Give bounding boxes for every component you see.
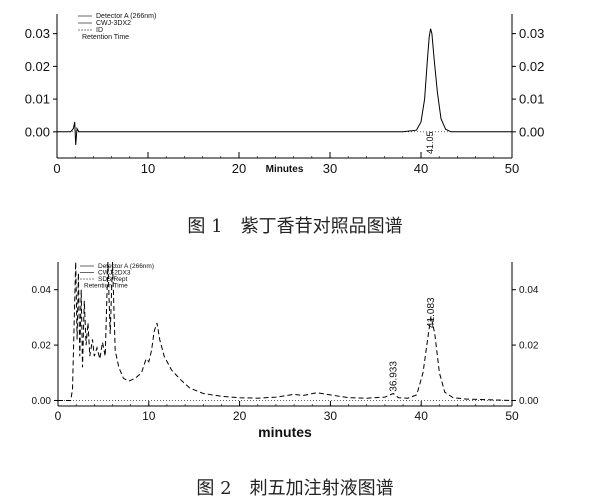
x-tick-label: 20 (233, 409, 247, 423)
y-tick-label-left: 0.03 (25, 26, 50, 41)
y-tick-label-left: 0.04 (32, 285, 52, 296)
x-tick-label: 50 (505, 409, 519, 423)
y-tick-label-left: 0.02 (32, 341, 52, 352)
y-tick-label-right: 0.03 (519, 26, 544, 41)
legend-entry: Retention Time (82, 34, 129, 41)
legend-entry: Detector A (266nm) (98, 263, 154, 270)
x-axis-label: Minutes (266, 164, 304, 175)
y-tick-label-left: 0.02 (25, 59, 50, 74)
x-tick-label: 20 (232, 161, 246, 176)
x-tick-label: 50 (505, 161, 519, 176)
peak-retention-label: 36.933 (388, 361, 399, 392)
y-tick-label-right: 0.02 (519, 341, 539, 352)
x-axis-label: minutes (258, 424, 312, 440)
figure-2-caption: 图 2 刺五加注射液图谱 (196, 478, 394, 499)
y-tick-label-right: 0.01 (519, 92, 544, 107)
legend-entry: Detector A (266nm) (96, 13, 156, 20)
x-tick-label: 10 (141, 161, 155, 176)
x-tick-label: 30 (323, 161, 337, 176)
x-tick-label: 0 (53, 161, 60, 176)
y-tick-label-right: 0.00 (519, 124, 544, 139)
y-tick-label-left: 0.01 (25, 92, 50, 107)
peak-retention-label: 41.05 (425, 131, 435, 154)
x-tick-label: 40 (415, 409, 429, 423)
x-tick-label: 40 (414, 161, 428, 176)
legend-entry: SDS-Rept (98, 276, 127, 283)
y-tick-label-left: 0.00 (32, 396, 52, 407)
x-tick-label: 10 (142, 409, 156, 423)
x-tick-label: 0 (55, 409, 62, 423)
y-tick-label-right: 0.02 (519, 59, 544, 74)
chart-acanthopanax-injection: 0.00 0.02 0.04 0.00 0.02 0.04 0 10 20 30 40 50 minut… (32, 261, 539, 440)
chromatogram-trace (58, 261, 513, 401)
y-tick-label-right: 0.04 (519, 285, 539, 296)
y-tick-label-left: 0.00 (25, 124, 50, 139)
legend-entry: Retention Time (84, 283, 128, 290)
figure-1-caption: 图 1 紫丁香苷对照品图谱 (187, 216, 403, 237)
legend-entry: CWJ-3DX2 (96, 20, 131, 27)
y-tick-label-right: 0.00 (519, 396, 539, 407)
chromatogram-trace (57, 28, 512, 145)
x-tick-label: 30 (324, 409, 338, 423)
chart-syringin-standard: 0.00 0.01 0.02 0.03 0.00 0.01 0.02 0.03 0 10 20 30 4… (25, 13, 545, 176)
legend-entry: ID (96, 27, 103, 34)
peak-retention-label: 41.083 (426, 297, 437, 328)
legend-entry: CWJ-2DX3 (98, 270, 131, 277)
